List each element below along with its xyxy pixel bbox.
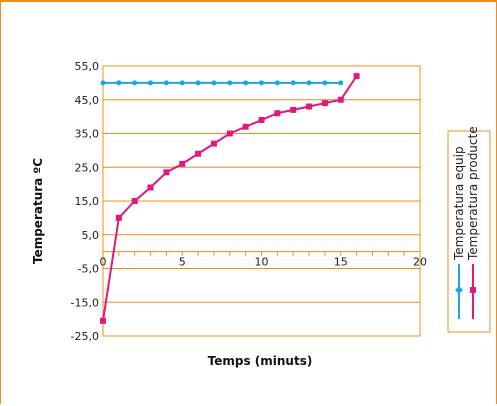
data-point <box>163 80 169 86</box>
x-axis-title: Temps (minuts) <box>208 354 313 368</box>
data-point <box>179 80 185 86</box>
axes <box>102 65 421 337</box>
data-point <box>338 80 344 86</box>
data-point <box>100 317 106 324</box>
x-tick-label: 5 <box>179 256 186 269</box>
data-point <box>337 96 344 103</box>
legend-label: Temperatura equip <box>452 146 466 261</box>
data-point <box>131 198 138 204</box>
data-point <box>322 80 328 86</box>
data-point <box>242 123 249 130</box>
data-point <box>227 80 233 86</box>
data-point <box>116 80 122 86</box>
y-axis-title: Temperatura ºC <box>31 158 45 264</box>
data-point <box>179 160 186 167</box>
tick-labels: 55,0 45,0 35,0 25,0 15,0 5,0 -5,0 -15,0 -25,0 0 5 1… <box>71 60 427 343</box>
data-point <box>115 214 122 221</box>
legend-label: Temperatura producte <box>466 126 480 261</box>
y-tick-label: -15,0 <box>71 296 99 309</box>
data-point <box>211 80 217 86</box>
data-point <box>274 80 280 86</box>
y-tick-label: 35,0 <box>75 128 100 141</box>
y-tick-label: -25,0 <box>71 330 99 343</box>
data-point <box>306 80 312 86</box>
x-tick-label: 15 <box>334 256 348 269</box>
data-point <box>306 103 313 110</box>
legend-marker <box>455 286 463 294</box>
y-tick-label: 25,0 <box>75 161 100 174</box>
data-point <box>274 110 281 117</box>
legend: Temperatura equip Temperatura producte <box>447 126 491 333</box>
series-line-2 <box>102 75 358 321</box>
series-lines <box>100 73 360 324</box>
y-tick-label: 55,0 <box>75 60 100 73</box>
data-point <box>353 73 360 80</box>
y-tick-label: 5,0 <box>82 229 100 242</box>
data-point <box>259 80 264 86</box>
data-point <box>258 117 265 123</box>
plot-area-border <box>102 65 421 337</box>
y-tick-label: 45,0 <box>75 94 100 107</box>
data-point <box>226 130 233 137</box>
data-point <box>290 106 297 113</box>
x-tick-label: 10 <box>255 256 269 269</box>
data-point <box>147 184 154 191</box>
grid-lines <box>103 65 420 337</box>
legend-marker <box>470 287 476 293</box>
data-point <box>210 140 217 147</box>
y-tick-label: -5,0 <box>78 263 99 276</box>
legend-box <box>447 130 491 333</box>
x-tick-label: 20 <box>413 256 427 269</box>
data-point <box>195 150 202 157</box>
data-point <box>100 80 106 86</box>
x-tick-label: 0 <box>100 256 107 269</box>
data-point <box>195 80 201 86</box>
data-point <box>290 80 296 86</box>
data-point <box>148 80 154 86</box>
data-point <box>132 80 138 86</box>
data-point <box>243 80 249 86</box>
data-point <box>163 169 170 176</box>
y-tick-label: 15,0 <box>75 195 100 208</box>
data-point <box>321 100 328 107</box>
